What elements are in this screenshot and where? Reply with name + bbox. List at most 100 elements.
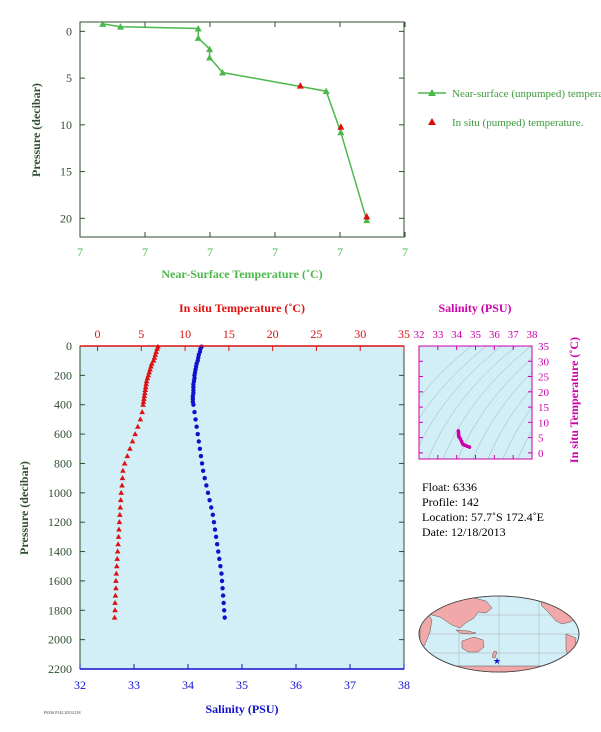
temperature-profile-point — [119, 482, 125, 488]
salinity-profile-point — [194, 424, 199, 429]
near-surface-x-tick-label: 7 — [402, 245, 408, 259]
salinity-profile-point — [195, 431, 200, 437]
near-surface-y-axis-label: Pressure (decibar) — [29, 83, 43, 177]
salinity-profile-point — [191, 402, 196, 407]
temperature-profile-point — [142, 387, 149, 393]
density-contour-line — [419, 346, 472, 399]
salinity-profile-point — [198, 453, 204, 459]
unpumped-temperature-point — [194, 34, 202, 41]
salinity-profile-point — [202, 475, 207, 481]
near-surface-y-tick-label: 10 — [60, 118, 72, 132]
near-surface-x-tick-label: 7 — [272, 245, 278, 259]
footer-text: F6336 P142 20131218 — [44, 710, 80, 715]
ts-x-tick-label: 38 — [527, 329, 539, 341]
ts-y-tick-label: 20 — [538, 387, 550, 399]
map-outline — [418, 595, 580, 673]
temperature-profile-point — [115, 533, 122, 539]
profile-y-tick-label: 800 — [54, 456, 72, 470]
salinity-axis-tick-label: 32 — [74, 678, 86, 692]
profile-y-tick-label: 1400 — [48, 545, 72, 559]
temperature-axis-tick-label: 0 — [95, 327, 101, 341]
unpumped-temperature-point — [322, 87, 330, 95]
profile-number-text: Profile: 142 — [422, 495, 479, 509]
near-surface-x-axis-label: Near-Surface Temperature (˚C) — [161, 267, 322, 281]
temperature-axis-tick-label: 10 — [179, 327, 191, 341]
profile-y-axis-label: Pressure (decibar) — [17, 461, 31, 555]
location-text: Location: 57.7˚S 172.4˚E — [422, 510, 544, 524]
salinity-axis-tick-label: 36 — [290, 678, 302, 692]
temperature-axis-tick-label: 20 — [267, 327, 279, 341]
salinity-profile-point — [211, 519, 217, 525]
density-contour-line — [419, 346, 502, 446]
land-indonesia — [455, 629, 477, 635]
temperature-profile-point — [154, 345, 160, 351]
temperature-profile-point — [141, 392, 148, 398]
temperature-profile-point — [111, 614, 118, 620]
float-id-text: Float: 6336 — [422, 480, 477, 494]
temperature-profile-point — [121, 460, 128, 466]
temperature-profile-point — [137, 416, 144, 422]
salinity-profile-point — [216, 549, 221, 554]
ts-x-tick-label: 36 — [489, 329, 501, 341]
near-surface-x-tick-label: 7 — [77, 245, 83, 259]
near-surface-x-tick-label: 7 — [337, 245, 343, 259]
temperature-axis-tick-label: 25 — [310, 327, 322, 341]
temperature-profile-point — [113, 570, 120, 576]
salinity-profile-point — [213, 534, 219, 540]
unpumped-temperature-point — [117, 23, 124, 30]
temperature-profile-point — [153, 348, 159, 354]
ts-y-tick-label: 30 — [538, 356, 550, 368]
profile-top-axis-label: In situ Temperature (˚C) — [179, 301, 305, 315]
ts-point — [467, 445, 472, 449]
profile-y-tick-label: 1600 — [48, 574, 72, 588]
near-surface-y-tick-label: 15 — [60, 165, 72, 179]
salinity-profile-point — [212, 527, 218, 532]
temperature-profile-point — [147, 366, 153, 372]
ts-y-tick-label: 15 — [538, 402, 550, 414]
salinity-axis-tick-label: 37 — [344, 678, 356, 692]
near-surface-y-tick-label: 0 — [66, 24, 72, 38]
temperature-profile-point — [119, 475, 126, 481]
temperature-axis-tick-label: 35 — [398, 327, 410, 341]
temperature-profile-point — [141, 395, 147, 401]
temperature-profile-point — [117, 504, 124, 510]
ts-y-tick-label: 10 — [538, 417, 550, 429]
salinity-profile-point — [209, 505, 214, 510]
ts-x-tick-label: 35 — [470, 329, 482, 341]
pumped-temperature-point — [296, 82, 304, 89]
pumped-temperature-point — [337, 123, 345, 130]
unpumped-temperature-line — [102, 23, 368, 221]
profile-y-tick-label: 0 — [66, 339, 72, 353]
land-antarctica — [419, 665, 579, 672]
temperature-profile-point — [144, 375, 151, 381]
temperature-profile-point — [140, 401, 146, 407]
temperature-profile-point — [151, 354, 158, 360]
world-map: ★ — [418, 595, 580, 673]
salinity-profile-point — [217, 556, 222, 562]
ts-y-tick-label: 5 — [538, 433, 544, 445]
density-contour-line — [442, 346, 532, 459]
temperature-axis-tick-label: 15 — [223, 327, 235, 341]
temperature-profile-point — [146, 369, 152, 375]
ts-x-axis-label: Salinity (PSU) — [438, 301, 511, 315]
salinity-profile-point — [205, 490, 211, 496]
ts-y-tick-label: 25 — [538, 372, 550, 384]
salinity-axis-tick-label: 35 — [236, 678, 248, 692]
density-contour-line — [517, 429, 532, 459]
profile-plot-background — [79, 345, 405, 670]
near-surface-x-tick-label: 7 — [142, 245, 148, 259]
temperature-profile-point — [113, 577, 119, 583]
temperature-axis-tick-label: 5 — [138, 327, 144, 341]
salinity-profile-point — [196, 439, 201, 444]
profile-y-tick-label: 1000 — [48, 486, 72, 500]
salinity-profile-point — [199, 461, 205, 466]
salinity-profile-point — [197, 446, 203, 451]
temperature-profile-point — [139, 409, 145, 415]
temperature-profile-point — [124, 453, 131, 459]
temperature-profile-point — [118, 489, 124, 495]
salinity-axis-tick-label: 38 — [398, 678, 410, 692]
density-contour-line — [457, 357, 532, 459]
temperature-profile-point — [117, 497, 124, 503]
temperature-profile-point — [113, 585, 119, 591]
